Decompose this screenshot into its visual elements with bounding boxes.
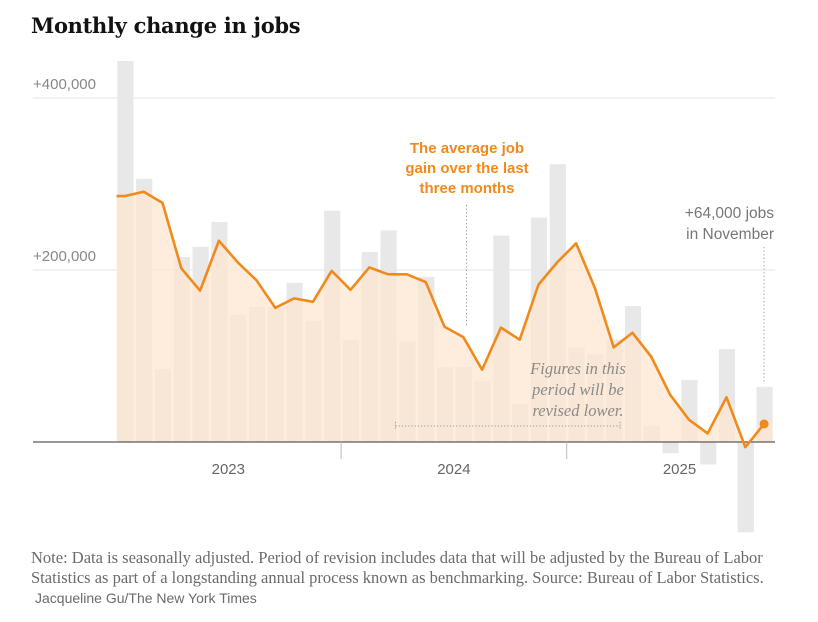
latest-annotation: +64,000 jobs in November (685, 205, 774, 243)
revision-annotation-line: period will be (531, 380, 624, 399)
bar (700, 442, 717, 465)
note-text: Note: Data is seasonally adjusted. Perio… (31, 548, 764, 587)
annotations: The average job gain over the last three m… (395, 140, 774, 430)
jobs-chart: +200,000 +400,000 2023 2024 2025 The averag… (33, 61, 775, 533)
average-annotation: The average job gain over the last three m… (405, 140, 528, 197)
average-area (116, 191, 773, 448)
latest-point-marker (759, 419, 769, 429)
x-tick-label: 2024 (437, 461, 470, 478)
bar (737, 442, 754, 533)
average-annotation-line: three months (419, 180, 514, 197)
chart-note: Note: Data is seasonally adjusted. Perio… (31, 548, 791, 608)
x-tick-label: 2023 (212, 461, 245, 478)
revision-annotation-line: revised lower. (532, 401, 623, 420)
chart-title: Monthly change in jobs (31, 13, 301, 38)
y-tick-label: +200,000 (33, 248, 96, 265)
y-tick-label: +400,000 (33, 76, 96, 93)
revision-annotation: Figures in this period will be revised low… (395, 359, 626, 430)
average-line (116, 190, 766, 449)
average-annotation-line: The average job (410, 140, 524, 157)
x-tick-label: 2025 (663, 461, 696, 478)
revision-annotation-line: Figures in this (529, 359, 626, 378)
latest-annotation-line: in November (686, 226, 774, 243)
x-axis: 2023 2024 2025 (33, 441, 775, 478)
credit: Jacqueline Gu/The New York Times (35, 590, 257, 606)
latest-annotation-line: +64,000 jobs (685, 205, 774, 222)
bar (662, 442, 679, 454)
average-annotation-line: gain over the last (405, 160, 528, 177)
